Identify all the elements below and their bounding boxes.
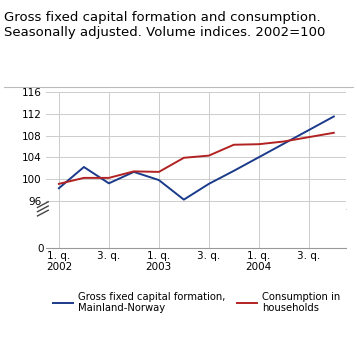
Legend: Gross fixed capital formation,
Mainland-Norway, Consumption in
households: Gross fixed capital formation, Mainland-… [49,288,344,318]
Text: Gross fixed capital formation and consumption.
Seasonally adjusted. Volume indic: Gross fixed capital formation and consum… [4,11,325,39]
